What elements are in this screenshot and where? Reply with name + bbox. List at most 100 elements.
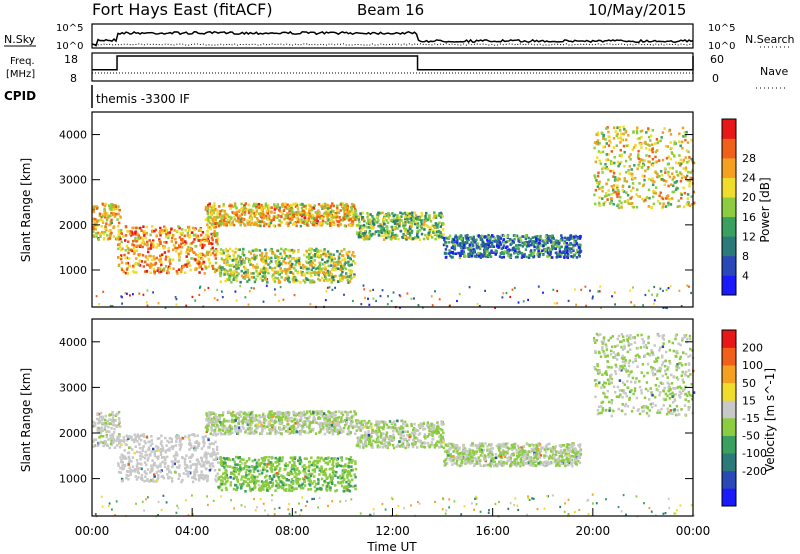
heatmap-cell — [174, 296, 177, 299]
heatmap-cell — [472, 235, 475, 239]
heatmap-cell — [176, 246, 179, 250]
heatmap-cell — [546, 236, 549, 240]
heatmap-cell — [266, 281, 269, 284]
heatmap-cell — [287, 426, 290, 430]
heatmap-cell — [138, 253, 142, 256]
heatmap-cell — [300, 416, 303, 420]
heatmap-cell — [225, 263, 228, 266]
heatmap-cell — [295, 224, 298, 228]
heatmap-cell — [153, 257, 156, 261]
heatmap-cell — [165, 444, 168, 447]
heatmap-cell — [223, 209, 226, 213]
heatmap-cell — [197, 441, 200, 445]
heatmap-cell — [265, 419, 268, 422]
heatmap-cell — [408, 225, 412, 228]
heatmap-cell — [633, 146, 636, 149]
heatmap-cell — [231, 431, 234, 434]
heatmap-cell — [607, 193, 611, 197]
heatmap-cell — [131, 456, 135, 459]
heatmap-cell — [287, 413, 290, 417]
heatmap-cell — [416, 234, 419, 238]
heatmap-cell — [304, 204, 308, 208]
heatmap-cell — [211, 462, 214, 465]
heatmap-cell — [366, 215, 369, 219]
heatmap-cell — [193, 477, 196, 480]
heatmap-cell — [234, 251, 237, 254]
heatmap-cell — [594, 188, 598, 192]
heatmap-cell — [686, 284, 689, 287]
heatmap-cell — [167, 476, 170, 479]
heatmap-cell — [104, 230, 107, 234]
heatmap-cell — [350, 209, 353, 213]
heatmap-cell — [126, 272, 129, 275]
heatmap-cell — [185, 454, 188, 457]
heatmap-cell — [391, 228, 394, 231]
heatmap-cell — [595, 142, 598, 145]
heatmap-cell — [558, 247, 561, 251]
heatmap-cell — [565, 251, 569, 254]
heatmap-cell — [210, 223, 213, 226]
heatmap-cell — [570, 247, 573, 250]
heatmap-cell — [638, 182, 641, 185]
heatmap-cell — [329, 221, 332, 225]
heatmap-cell — [546, 241, 549, 244]
heatmap-cell — [249, 252, 253, 255]
heatmap-cell — [469, 249, 473, 252]
heatmap-cell — [313, 204, 316, 207]
heatmap-cell — [155, 479, 159, 482]
heatmap-cell — [159, 450, 163, 454]
heatmap-cell — [424, 233, 427, 237]
heatmap-cell — [433, 225, 436, 229]
heatmap-cell — [163, 240, 166, 244]
heatmap-cell — [500, 247, 503, 251]
heatmap-cell — [255, 414, 258, 418]
heatmap-cell — [409, 221, 412, 224]
heatmap-cell — [130, 460, 133, 463]
heatmap-cell — [410, 229, 414, 233]
heatmap-cell — [444, 248, 448, 251]
heatmap-cell — [687, 150, 690, 154]
heatmap-cell — [180, 480, 183, 484]
heatmap-cell — [118, 208, 121, 212]
heatmap-cell — [320, 222, 323, 225]
heatmap-cell — [686, 200, 690, 204]
heatmap-cell — [314, 273, 317, 276]
heatmap-cell — [647, 177, 651, 181]
heatmap-cell — [117, 256, 120, 259]
heatmap-cell — [159, 230, 162, 233]
heatmap-cell — [337, 430, 340, 434]
heatmap-cell — [515, 234, 519, 238]
heatmap-cell — [93, 422, 97, 425]
heatmap-cell — [230, 223, 233, 227]
heatmap-cell — [334, 218, 338, 221]
heatmap-cell — [652, 183, 655, 186]
heatmap-cell — [353, 207, 357, 211]
heatmap-cell — [253, 211, 256, 215]
heatmap-cell — [214, 249, 218, 253]
heatmap-cell — [305, 219, 308, 222]
heatmap-cell — [646, 167, 650, 171]
heatmap-cell — [416, 217, 419, 220]
heatmap-cell — [206, 209, 209, 213]
heatmap-cell — [202, 465, 205, 468]
heatmap-cell — [636, 137, 639, 141]
heatmap-cell — [683, 131, 687, 134]
heatmap-cell — [660, 178, 664, 181]
heatmap-cell — [110, 427, 113, 430]
heatmap-cell — [115, 206, 118, 210]
heatmap-cell — [235, 425, 239, 429]
heatmap-cell — [221, 422, 224, 426]
heatmap-cell — [115, 425, 119, 428]
heatmap-cell — [99, 411, 103, 415]
heatmap-cell — [594, 160, 597, 164]
heatmap-cell — [207, 203, 210, 207]
heatmap-cell — [612, 171, 616, 175]
heatmap-cell — [245, 208, 249, 212]
heatmap-cell — [217, 425, 220, 428]
heatmap-cell — [299, 419, 302, 422]
heatmap-cell — [206, 475, 209, 478]
heatmap-cell — [164, 265, 168, 268]
heatmap-cell — [246, 271, 249, 275]
heatmap-cell — [569, 235, 572, 239]
heatmap-cell — [151, 442, 154, 446]
